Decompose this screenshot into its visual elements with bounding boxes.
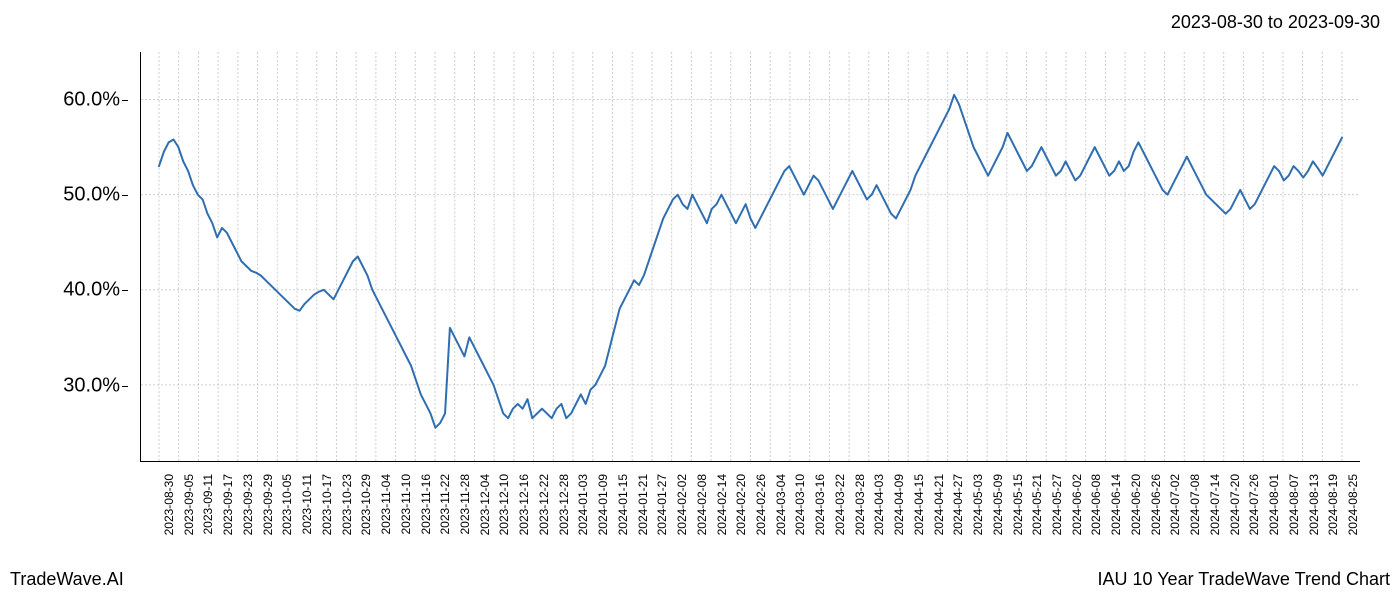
x-tick-label: 2024-04-09: [892, 474, 906, 535]
x-tick-label: 2024-06-26: [1149, 474, 1163, 535]
x-tick-label: 2024-05-21: [1030, 474, 1044, 535]
y-tick-label: 30.0%: [63, 374, 120, 397]
x-tick-label: 2024-03-04: [774, 474, 788, 535]
x-tick-label: 2023-09-11: [201, 474, 215, 535]
footer-brand: TradeWave.AI: [10, 569, 124, 590]
x-tick-label: 2024-01-15: [616, 474, 630, 535]
x-tick-label: 2023-08-30: [162, 474, 176, 535]
x-tick-label: 2024-02-20: [734, 474, 748, 535]
x-tick-label: 2024-07-14: [1208, 474, 1222, 535]
x-tick-label: 2023-12-28: [557, 474, 571, 535]
x-tick-label: 2023-09-29: [261, 474, 275, 535]
y-tick-label: 40.0%: [63, 279, 120, 302]
footer-title: IAU 10 Year TradeWave Trend Chart: [1098, 569, 1391, 590]
y-axis: 30.0% 40.0% 50.0% 60.0%: [0, 52, 130, 462]
x-tick-label: 2023-12-10: [497, 474, 511, 535]
date-range-label: 2023-08-30 to 2023-09-30: [1171, 12, 1380, 33]
x-tick-label: 2024-03-10: [793, 474, 807, 535]
x-tick-label: 2024-08-07: [1287, 474, 1301, 535]
x-tick-label: 2024-03-22: [833, 474, 847, 535]
x-tick-label: 2023-10-23: [340, 474, 354, 535]
x-tick-label: 2024-06-14: [1109, 474, 1123, 535]
x-tick-label: 2024-04-27: [951, 474, 965, 535]
x-tick-label: 2024-01-03: [576, 474, 590, 535]
x-tick-label: 2023-09-05: [182, 474, 196, 535]
x-tick-label: 2023-10-11: [300, 474, 314, 535]
x-tick-label: 2024-04-21: [932, 474, 946, 535]
x-tick-label: 2024-05-15: [1011, 474, 1025, 535]
x-tick-label: 2024-08-19: [1326, 474, 1340, 535]
x-tick-label: 2024-06-08: [1089, 474, 1103, 535]
x-tick-label: 2024-08-01: [1267, 474, 1281, 535]
chart-area: [140, 52, 1360, 462]
x-tick-label: 2024-07-02: [1168, 474, 1182, 535]
plot-area: [140, 52, 1360, 462]
x-tick-label: 2023-10-17: [320, 474, 334, 535]
x-tick-label: 2024-07-26: [1247, 474, 1261, 535]
y-tick-label: 60.0%: [63, 88, 120, 111]
x-tick-label: 2023-10-29: [359, 474, 373, 535]
line-series: [141, 52, 1360, 461]
x-tick-label: 2023-09-23: [241, 474, 255, 535]
x-tick-label: 2024-03-16: [813, 474, 827, 535]
x-tick-label: 2023-10-05: [280, 474, 294, 535]
x-tick-label: 2023-11-22: [438, 474, 452, 535]
x-tick-label: 2024-01-09: [596, 474, 610, 535]
x-tick-label: 2024-02-14: [715, 474, 729, 535]
x-tick-label: 2024-04-15: [912, 474, 926, 535]
x-tick-label: 2023-09-17: [221, 474, 235, 535]
x-tick-label: 2023-12-16: [517, 474, 531, 535]
x-tick-label: 2024-04-03: [872, 474, 886, 535]
x-tick-label: 2024-06-20: [1129, 474, 1143, 535]
x-tick-label: 2024-05-09: [991, 474, 1005, 535]
x-tick-label: 2023-11-04: [379, 474, 393, 535]
x-axis: 2023-08-30 2023-09-05 2023-09-11 2023-09-17…: [140, 468, 1360, 558]
x-tick-label: 2023-11-28: [458, 474, 472, 535]
x-tick-label: 2023-12-04: [478, 474, 492, 535]
x-tick-label: 2023-12-22: [537, 474, 551, 535]
x-tick-label: 2023-11-16: [419, 474, 433, 535]
y-tick-label: 50.0%: [63, 184, 120, 207]
x-tick-label: 2024-08-13: [1307, 474, 1321, 535]
x-tick-label: 2024-02-26: [754, 474, 768, 535]
x-tick-label: 2024-07-20: [1228, 474, 1242, 535]
x-tick-label: 2024-03-28: [853, 474, 867, 535]
x-tick-label: 2024-07-08: [1188, 474, 1202, 535]
x-tick-label: 2024-02-08: [695, 474, 709, 535]
x-tick-label: 2024-01-27: [655, 474, 669, 535]
x-tick-label: 2024-06-02: [1070, 474, 1084, 535]
x-tick-label: 2024-05-03: [971, 474, 985, 535]
x-tick-label: 2024-02-02: [675, 474, 689, 535]
x-tick-label: 2024-08-25: [1346, 474, 1360, 535]
x-tick-label: 2024-01-21: [636, 474, 650, 535]
x-tick-label: 2024-05-27: [1050, 474, 1064, 535]
x-tick-label: 2023-11-10: [399, 474, 413, 535]
